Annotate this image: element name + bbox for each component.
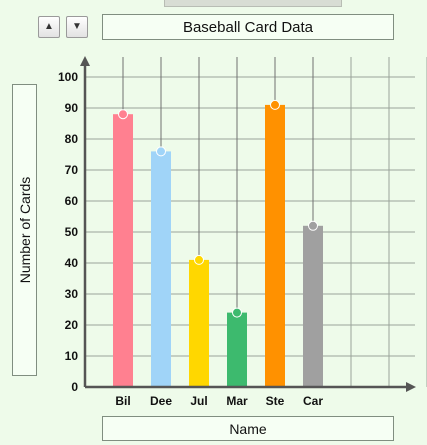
bar-dee [151,151,171,387]
scroll-down-button[interactable]: ▼ [66,16,88,38]
y-tick-label: 10 [65,349,79,363]
y-tick-label: 70 [65,163,79,177]
x-tick-label: Bil [115,394,130,408]
bar-marker [156,146,166,157]
bar-marker [308,220,318,231]
x-axis-label: Name [229,420,267,437]
down-arrow-icon: ▼ [72,21,82,32]
scroll-up-button[interactable]: ▲ [38,16,60,38]
y-tick-label: 50 [65,225,79,239]
y-tick-label: 80 [65,132,79,146]
drop-lines [122,57,314,313]
y-tick-label: 100 [58,70,78,84]
bar-ste [265,104,285,388]
y-tick-label: 0 [71,380,78,394]
x-tick-label: Dee [150,394,172,408]
x-axis-arrow [406,382,416,392]
y-axis-arrow [80,56,90,66]
bar-jul [189,259,209,387]
y-tick-label: 90 [65,101,79,115]
y-tick-label: 30 [65,287,79,301]
up-arrow-icon: ▲ [44,21,54,32]
y-tick-label: 60 [65,194,79,208]
x-tick-label: Car [303,394,323,408]
bar-bil [113,114,133,387]
x-tick-label: Mar [226,394,248,408]
bar-marker [232,307,242,318]
x-axis-label-box[interactable]: Name [102,416,394,441]
bar-car [303,225,323,387]
bar-marker [194,254,204,265]
x-tick-label: Jul [190,394,207,408]
axes [80,56,416,392]
y-axis-label-box[interactable]: Number of Cards [12,84,37,376]
top-panel-tab [164,0,342,7]
y-tick-label: 20 [65,318,79,332]
tick-labels: 0 10 20 30 40 50 60 70 80 90 100 Bil Dee Jul Mar Ste Car [58,70,323,408]
chart-title: Baseball Card Data [182,18,314,36]
bar-marker [270,99,280,110]
x-tick-label: Ste [266,394,285,408]
chart-title-box[interactable]: Baseball Card Data [102,14,394,40]
bar-marker [118,109,128,120]
bar-mar [227,312,247,387]
grid [85,57,427,387]
bars [113,99,323,388]
y-tick-label: 40 [65,256,79,270]
